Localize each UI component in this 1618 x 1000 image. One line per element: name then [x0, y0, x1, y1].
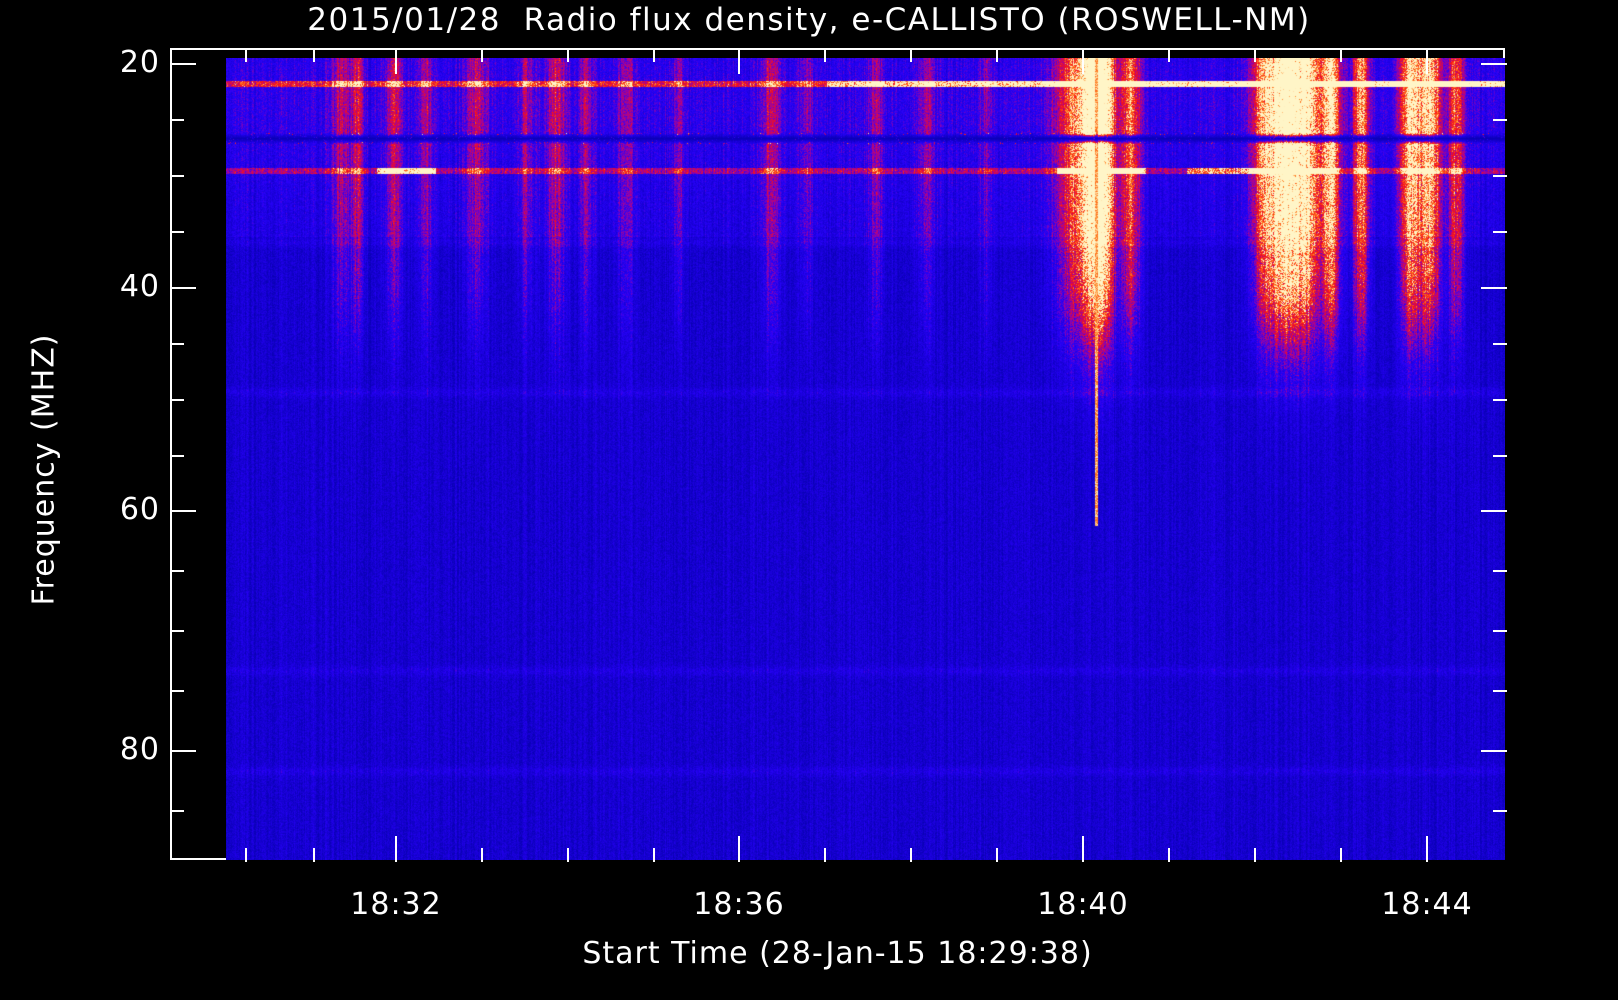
- y-tick-minor: [170, 810, 184, 812]
- y-tick-label-60: 60: [119, 492, 160, 527]
- x-tick-minor: [245, 848, 247, 862]
- x-tick-minor-top: [653, 48, 655, 62]
- x-tick-minor-top: [481, 48, 483, 62]
- y-tick-minor-right: [1493, 690, 1507, 692]
- x-tick-major-1836: [738, 836, 740, 862]
- x-tick-minor: [567, 848, 569, 862]
- x-axis-title: Start Time (28-Jan-15 18:29:38): [582, 936, 1093, 971]
- y-tick-minor-right: [1493, 119, 1507, 121]
- x-tick-minor: [481, 848, 483, 862]
- x-tick-minor-top: [567, 48, 569, 62]
- spectrogram-image: [226, 58, 1505, 860]
- x-tick-major-1832: [395, 836, 397, 862]
- x-tick-minor-top: [910, 48, 912, 62]
- x-tick-label-1844: 18:44: [1381, 887, 1473, 922]
- y-tick-minor: [170, 630, 184, 632]
- x-tick-major-top: [1082, 48, 1084, 74]
- y-tick-minor-right: [1493, 455, 1507, 457]
- y-tick-minor-right: [1493, 399, 1507, 401]
- x-tick-major-top: [738, 48, 740, 74]
- y-tick-minor: [170, 690, 184, 692]
- x-tick-minor: [910, 848, 912, 862]
- y-tick-major-60: [170, 510, 196, 512]
- y-tick-minor: [170, 119, 184, 121]
- y-tick-major-right: [1481, 63, 1507, 65]
- y-tick-label-40: 40: [119, 269, 160, 304]
- x-tick-minor-top: [1340, 48, 1342, 62]
- figure-title: 2015/01/28 Radio flux density, e-CALLIST…: [307, 2, 1311, 38]
- x-tick-label-1832: 18:32: [350, 887, 442, 922]
- y-tick-major-40: [170, 287, 196, 289]
- y-tick-major-right: [1481, 750, 1507, 752]
- x-tick-minor-top: [996, 48, 998, 62]
- y-tick-major-right: [1481, 287, 1507, 289]
- x-tick-minor: [653, 848, 655, 862]
- y-tick-label-20: 20: [119, 45, 160, 80]
- y-axis-title: Frequency (MHZ): [26, 333, 62, 606]
- y-tick-minor: [170, 570, 184, 572]
- x-tick-label-1840: 18:40: [1037, 887, 1129, 922]
- y-tick-major-80: [170, 750, 196, 752]
- y-tick-minor: [170, 175, 184, 177]
- y-tick-minor-right: [1493, 343, 1507, 345]
- x-tick-minor-top: [1168, 48, 1170, 62]
- y-tick-minor-right: [1493, 810, 1507, 812]
- x-tick-minor: [1340, 848, 1342, 862]
- y-tick-major-right: [1481, 510, 1507, 512]
- x-tick-major-top: [1426, 48, 1428, 74]
- y-tick-minor: [170, 455, 184, 457]
- y-tick-label-80: 80: [119, 732, 160, 767]
- y-tick-minor-right: [1493, 570, 1507, 572]
- y-tick-minor: [170, 231, 184, 233]
- x-tick-minor: [824, 848, 826, 862]
- y-tick-minor: [170, 343, 184, 345]
- x-tick-minor-top: [313, 48, 315, 62]
- x-tick-minor-top: [824, 48, 826, 62]
- x-tick-major-1840: [1082, 836, 1084, 862]
- x-tick-minor: [1168, 848, 1170, 862]
- x-tick-minor: [313, 848, 315, 862]
- y-tick-minor: [170, 399, 184, 401]
- y-tick-minor-right: [1493, 630, 1507, 632]
- x-tick-label-1836: 18:36: [693, 887, 785, 922]
- x-tick-minor-top: [245, 48, 247, 62]
- x-tick-minor-top: [1254, 48, 1256, 62]
- x-tick-minor: [1254, 848, 1256, 862]
- y-tick-minor-right: [1493, 175, 1507, 177]
- x-tick-major-1844: [1426, 836, 1428, 862]
- y-tick-minor-right: [1493, 231, 1507, 233]
- spectrogram-canvas: [226, 58, 1505, 860]
- x-tick-major-top: [395, 48, 397, 74]
- x-tick-minor: [996, 848, 998, 862]
- y-tick-major-20: [170, 63, 196, 65]
